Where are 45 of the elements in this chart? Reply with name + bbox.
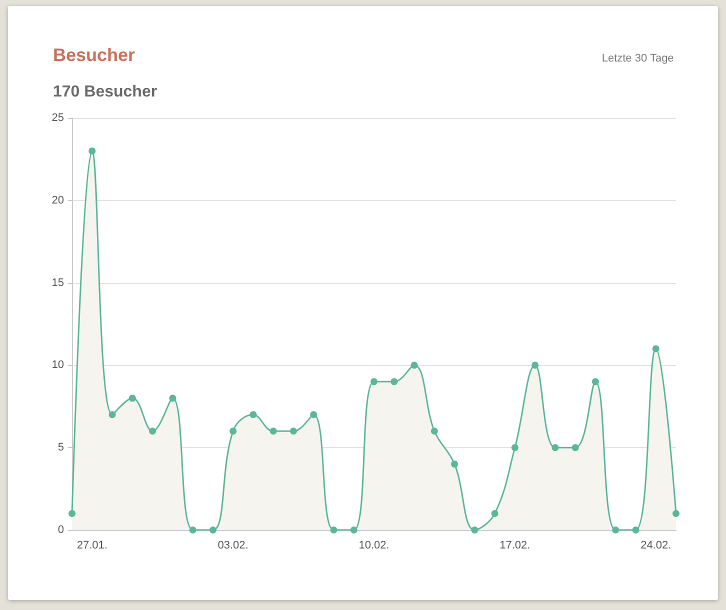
point [511, 444, 518, 452]
point [430, 428, 438, 435]
point [310, 411, 318, 418]
point [471, 526, 478, 534]
chart-title: Besucher [53, 45, 136, 65]
point [552, 444, 559, 452]
x-tick-label: 10.02. [358, 540, 390, 552]
point [128, 394, 136, 402]
text: Letzte 30 Tage [602, 52, 674, 64]
y-tick-label: 5 [58, 442, 64, 454]
point [350, 526, 358, 534]
point [632, 526, 640, 534]
point [250, 411, 257, 418]
point [68, 510, 76, 518]
point [390, 378, 398, 386]
point [572, 444, 579, 452]
point [230, 428, 237, 435]
x-tick-label: 24.02. [640, 540, 672, 552]
point [189, 526, 196, 534]
point [672, 510, 680, 518]
x-tick-label: 17.02. [500, 540, 530, 552]
y-tick-label: 0 [58, 524, 64, 536]
point [169, 394, 176, 402]
point [532, 362, 539, 369]
point [330, 526, 338, 534]
point [612, 526, 620, 534]
point [592, 378, 599, 386]
y-tick-label: 10 [52, 359, 64, 372]
point [652, 345, 660, 352]
chart-subtitle: 170 Besucher [53, 84, 158, 100]
point [451, 460, 458, 468]
x-tick-label: 27.01. [76, 540, 108, 552]
point [370, 378, 378, 386]
point [270, 428, 277, 435]
y-tick-label: 25 [52, 112, 64, 124]
point [290, 428, 297, 435]
x-tick-label: 03.02. [218, 540, 248, 552]
y-tick-label: 15 [52, 276, 64, 289]
point [491, 510, 498, 518]
y-tick-label: 20 [52, 194, 64, 206]
point [209, 526, 216, 534]
point [149, 428, 156, 435]
point [108, 411, 116, 418]
point [88, 147, 96, 154]
point [410, 362, 418, 369]
